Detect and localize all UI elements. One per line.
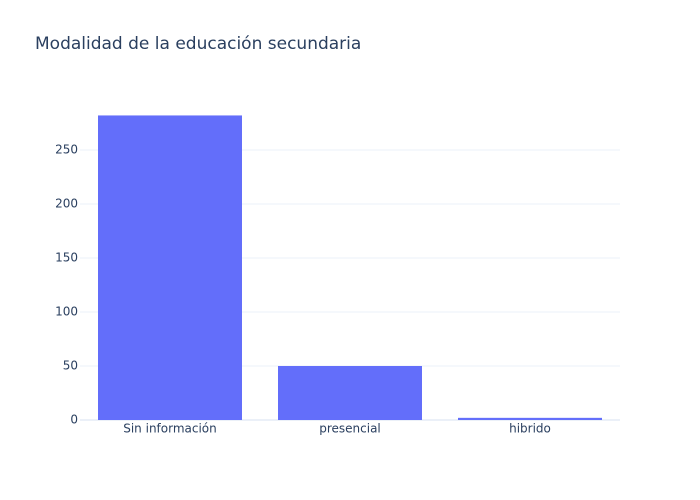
y-tick-label: 50 xyxy=(63,359,78,373)
x-tick-label: Sin información xyxy=(123,422,217,436)
y-tick-label: 0 xyxy=(70,413,78,427)
x-tick-label: hibrido xyxy=(509,422,551,436)
bar xyxy=(458,417,602,420)
bar xyxy=(98,115,242,420)
bar xyxy=(278,366,422,420)
y-tick-label: 250 xyxy=(55,143,78,157)
y-tick-label: 200 xyxy=(55,197,78,211)
y-tick-label: 150 xyxy=(55,251,78,265)
chart-title: Modalidad de la educación secundaria xyxy=(35,34,361,54)
y-tick-label: 100 xyxy=(55,305,78,319)
x-tick-label: presencial xyxy=(319,422,381,436)
